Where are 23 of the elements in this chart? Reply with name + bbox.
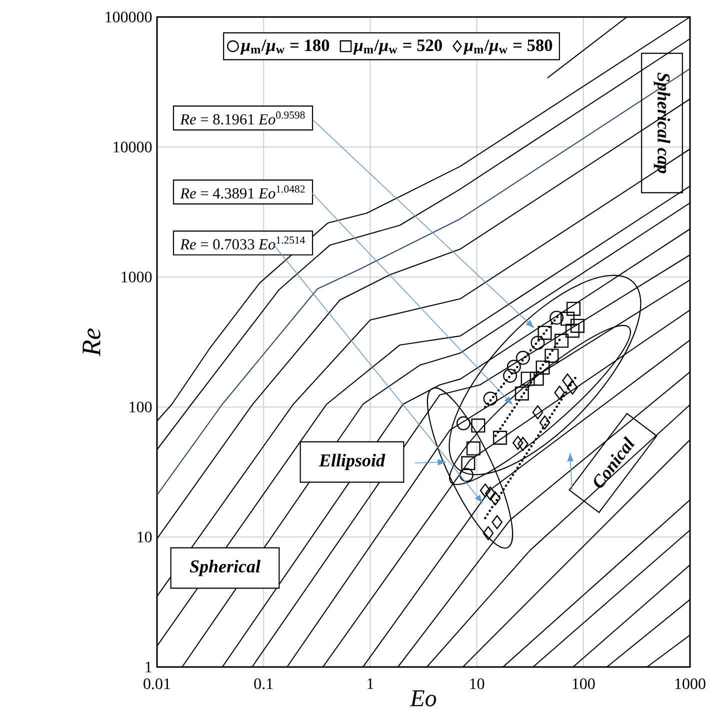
annotation: Spherical [190, 560, 260, 576]
legend-label: μ$_{m}$/μ$_{w}$ = 580 [463, 39, 552, 55]
legend-label: μ$_{m}$/μ$_{w}$ = 520 [353, 39, 442, 55]
y-axis-title: Re [82, 328, 100, 356]
y-tick-label: 100000 [106, 12, 152, 22]
y-tick-label: 1000 [122, 272, 152, 282]
y-tick-label: 10 [138, 532, 152, 542]
y-tick-label: 1 [146, 662, 152, 672]
annotation: Re = 4.3891 Eo$^{1.0482}$ [180, 185, 305, 199]
x-tick-label: 1000 [675, 678, 706, 690]
annotation: Spherical cap [654, 72, 670, 174]
y-tick-label: 100 [130, 402, 152, 412]
y-tick-label: 10000 [114, 142, 152, 152]
x-tick-label: 100 [572, 678, 595, 690]
annotation: Ellipsoid [318, 454, 386, 470]
x-tick-label: 0.01 [144, 678, 170, 690]
legend-label: μ$_{m}$/μ$_{w}$ = 180 [240, 39, 330, 55]
x-axis-title: Eo [410, 690, 436, 706]
x-tick-label: 0.1 [254, 678, 273, 690]
annotation: Re = 0.7033 Eo$^{1.2514}$ [180, 236, 306, 250]
x-tick-label: 1 [368, 678, 374, 689]
annotation: Re = 8.1961 Eo$^{0.9598}$ [180, 111, 305, 125]
x-tick-label: 10 [470, 678, 484, 690]
